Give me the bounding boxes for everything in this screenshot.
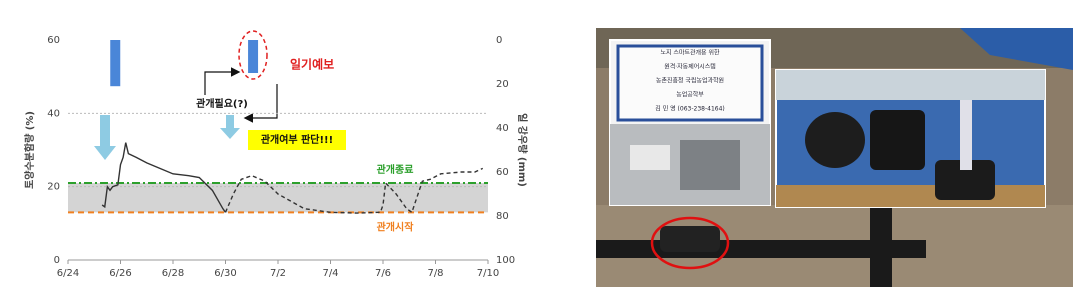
annotation: 일기예보	[290, 57, 334, 72]
annotation: 관개필요(?)	[196, 97, 248, 110]
x-tick-label: 7/2	[270, 268, 286, 279]
x-tick-label: 6/26	[109, 268, 131, 279]
x-tick-label: 7/8	[427, 268, 443, 279]
y2-tick-label: 60	[496, 167, 509, 178]
y2-axis-label: 일 강우량 (mm)	[516, 113, 529, 187]
sign-line: 노지 스마트관개용 위한	[660, 49, 719, 57]
soil-moisture-line	[101, 142, 227, 213]
y2-tick-label: 40	[496, 123, 509, 134]
y2-tick-label: 100	[496, 255, 515, 266]
x-tick-label: 6/30	[214, 268, 236, 279]
annotation-shapes	[94, 30, 346, 160]
x-tick-label: 6/24	[57, 268, 79, 279]
reference-label: 관개종료	[377, 163, 414, 176]
y-tick-label: 0	[54, 255, 60, 266]
x-tick-label: 7/4	[322, 268, 338, 279]
y-tick-label: 40	[47, 108, 60, 119]
x-tick-label: 6/28	[162, 268, 184, 279]
y-tick-label: 20	[47, 182, 60, 193]
soil-moisture-line	[224, 167, 484, 214]
y2-tick-label: 20	[496, 79, 509, 90]
annotation: 관개여부 판단!!!	[261, 133, 333, 146]
reference-label: 관개시작	[377, 220, 415, 233]
x-tick-label: 7/6	[375, 268, 391, 279]
sign-line: 농업공학부	[676, 91, 704, 99]
sign-line: 김 민 영 (063-238-4164)	[655, 105, 724, 113]
y-tick-label: 60	[47, 35, 60, 46]
y2-tick-label: 80	[496, 211, 509, 222]
rain-bar	[248, 40, 259, 73]
y-axis-label: 토양수분함량 (%)	[23, 111, 36, 189]
x-tick-label: 7/10	[477, 268, 499, 279]
photo	[596, 28, 1073, 287]
y2-tick-label: 0	[496, 35, 502, 46]
rain-bar	[110, 40, 121, 87]
sign-line: 농촌진흥청 국립농업과학원	[656, 77, 724, 85]
irrigation-band	[68, 183, 488, 213]
sign-line: 원격·자동제어시스템	[664, 63, 716, 71]
